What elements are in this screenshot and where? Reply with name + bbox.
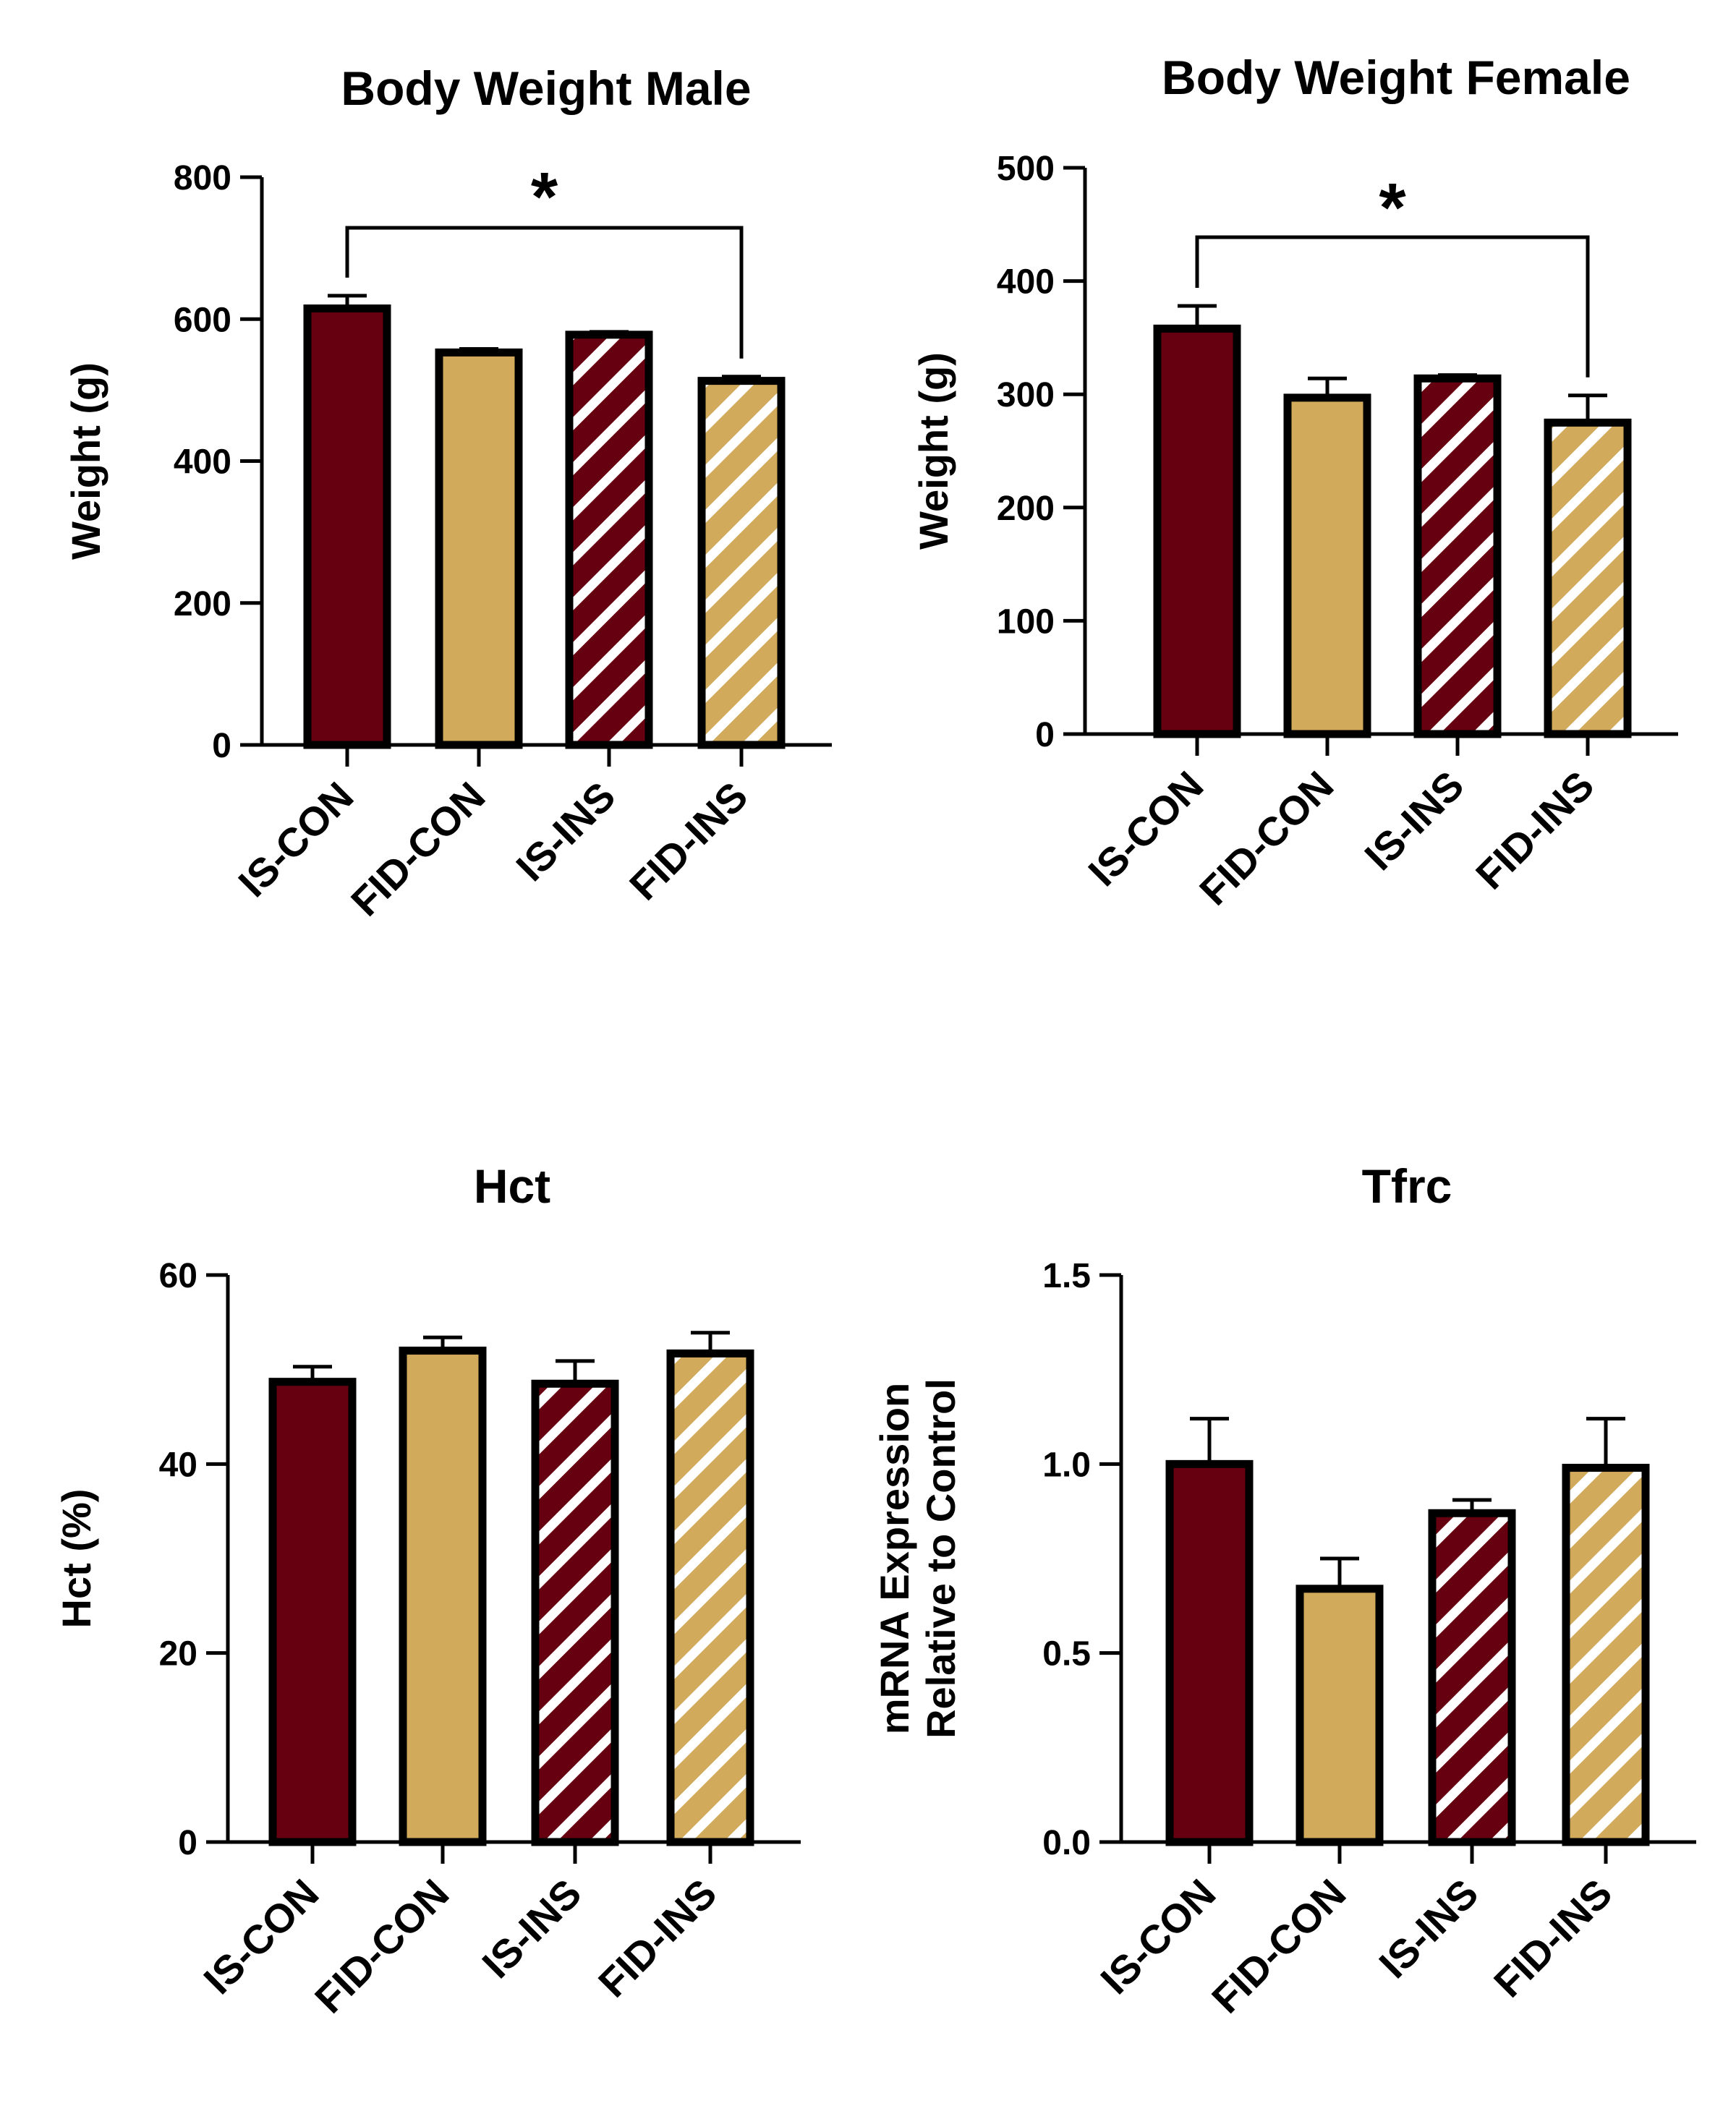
x-tick-label: FID-INS	[621, 773, 757, 909]
y-tick-label: 400	[997, 263, 1055, 302]
bar-is-con	[303, 304, 391, 749]
chart-panel-2: Body Weight Female Weight (g) 0 100 200 300 40…	[911, 51, 1678, 913]
bar-fid-con	[1295, 1585, 1384, 1846]
y-tick-label: 500	[997, 150, 1055, 188]
significance-star: *	[531, 158, 558, 236]
chart-title: Tfrc	[1362, 1159, 1452, 1213]
chart-panel-1: Body Weight Male Weight (g) 0 200 400 600 800 I…	[63, 61, 832, 924]
bar-is-ins	[565, 331, 653, 749]
x-tick-label: FID-INS	[1485, 1870, 1621, 2006]
y-tick-label: 600	[174, 301, 231, 339]
y-tick-label: 0	[1035, 716, 1055, 754]
bar-is-con	[268, 1378, 357, 1846]
bar-is-con	[1165, 1459, 1254, 1846]
bar-is-ins	[1413, 374, 1502, 738]
y-tick-label: 0	[212, 727, 231, 765]
chart-title: Body Weight Male	[341, 61, 751, 115]
bar-fid-ins	[697, 377, 786, 749]
chart-panel-4: Tfrc mRNA ExpressionRelative to Control 0.…	[872, 1159, 1696, 2021]
y-tick-label: 0.5	[1042, 1635, 1091, 1674]
bar-fid-con	[435, 348, 523, 749]
chart-title: Body Weight Female	[1162, 51, 1630, 104]
x-tick-label: IS-INS	[507, 773, 624, 890]
significance-bracket	[345, 226, 744, 359]
y-tick-label: 1.0	[1042, 1446, 1091, 1484]
x-tick-label: IS-INS	[1356, 762, 1472, 879]
bar-fid-ins	[666, 1349, 754, 1846]
x-tick-label: IS-INS	[473, 1870, 590, 1987]
x-tick-label: FID-CON	[342, 773, 494, 925]
bar-fid-con	[399, 1347, 487, 1846]
y-tick-label: 200	[997, 490, 1055, 528]
y-axis-label: mRNA ExpressionRelative to Control	[872, 1378, 963, 1739]
x-tick-label: IS-CON	[195, 1870, 327, 2003]
y-tick-label: 1.5	[1042, 1257, 1091, 1295]
bar-fid-con	[1283, 393, 1371, 738]
x-tick-label: FID-CON	[1191, 762, 1343, 914]
y-tick-label: 400	[174, 443, 231, 482]
bar-is-con	[1153, 324, 1241, 738]
y-tick-label: 100	[997, 602, 1055, 641]
y-tick-label: 0	[178, 1824, 197, 1862]
y-tick-label: 20	[159, 1635, 197, 1674]
y-tick-label: 300	[997, 376, 1055, 414]
chart-title: Hct	[474, 1159, 550, 1213]
y-tick-label: 0.0	[1042, 1824, 1091, 1862]
y-axis-label: Hct (%)	[54, 1489, 99, 1629]
y-axis-label: Weight (g)	[911, 352, 956, 550]
bar-fid-ins	[1544, 418, 1632, 738]
bar-fid-ins	[1562, 1464, 1650, 1846]
y-tick-label: 40	[159, 1446, 197, 1484]
x-tick-label: FID-INS	[1467, 762, 1603, 898]
y-tick-label: 60	[159, 1257, 197, 1295]
y-axis-label: Weight (g)	[63, 362, 109, 560]
significance-bracket	[1195, 235, 1590, 378]
x-tick-label: FID-CON	[1203, 1870, 1355, 2022]
x-tick-label: FID-INS	[590, 1870, 726, 2006]
x-tick-label: IS-CON	[1092, 1870, 1224, 2003]
bar-is-ins	[1428, 1509, 1516, 1846]
significance-star: *	[1379, 169, 1406, 247]
y-tick-label: 800	[174, 159, 231, 197]
x-tick-label: IS-CON	[1079, 762, 1212, 895]
x-tick-label: IS-INS	[1370, 1870, 1486, 1987]
x-tick-label: FID-CON	[306, 1870, 458, 2022]
x-tick-label: IS-CON	[229, 773, 362, 905]
y-tick-label: 200	[174, 585, 231, 623]
bar-is-ins	[531, 1379, 619, 1846]
